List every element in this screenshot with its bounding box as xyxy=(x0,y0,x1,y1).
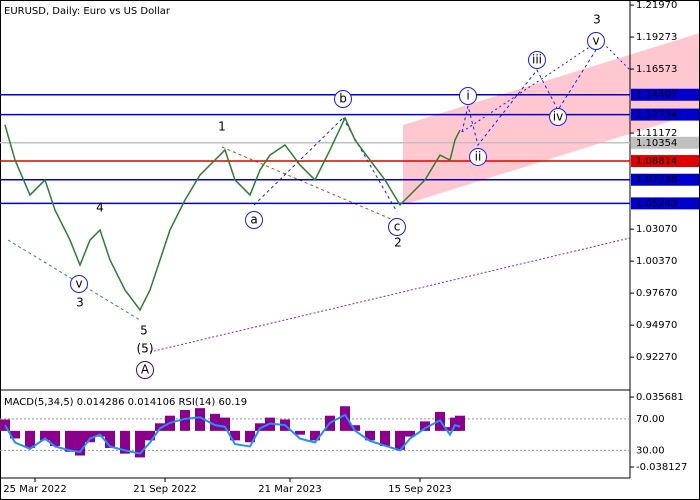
wave-label: 2 xyxy=(394,236,402,250)
macd-bar xyxy=(105,430,115,448)
y-tick-label: 1.03070 xyxy=(636,224,677,235)
macd-bar xyxy=(255,423,265,431)
x-tick-label: 15 Sep 2023 xyxy=(388,484,451,495)
wave-label: iii xyxy=(532,52,542,66)
wave-circle xyxy=(70,275,88,294)
wave-circle xyxy=(528,50,546,69)
y-tick-label: -0.038127 xyxy=(636,462,687,473)
wave-label: i xyxy=(466,89,469,103)
y2-tick-label: 70.00 xyxy=(636,414,665,425)
indicator-title: MACD(5,34,5) 0.014286 0.014106 RSI(14) 6… xyxy=(4,397,247,408)
macd-bar xyxy=(220,417,230,431)
wave-circle xyxy=(388,218,406,237)
y-tick-label: 0.035681 xyxy=(636,392,684,403)
wave-label: ii xyxy=(475,149,482,163)
wave-label: A xyxy=(141,362,150,376)
macd-bar xyxy=(120,430,130,454)
wave-label: v xyxy=(592,34,599,48)
y-tick-label: 1.16573 xyxy=(636,64,677,75)
macd-bar xyxy=(395,430,405,450)
wave-label: 3 xyxy=(76,295,84,309)
level-box xyxy=(631,88,699,101)
macd-bar xyxy=(155,423,165,431)
y-tick-label: 1.11172 xyxy=(636,128,677,139)
x-tick-label: 21 Sep 2022 xyxy=(133,484,196,495)
projection-line xyxy=(461,49,597,147)
macd-bar xyxy=(85,430,95,443)
rsi-line xyxy=(4,413,461,455)
level-label: 1.07238 xyxy=(636,175,677,186)
wave-label: c xyxy=(394,220,401,234)
wave-label: 1 xyxy=(218,119,226,133)
wave-label: 4 xyxy=(96,201,104,215)
macd-bar xyxy=(245,430,255,443)
macd-bar xyxy=(350,425,360,431)
macd-bar xyxy=(40,430,50,441)
macd-bar xyxy=(145,430,155,441)
level-label: 1.12734 xyxy=(636,110,677,121)
wave-label: b xyxy=(339,91,347,105)
y-tick-label: 0.97670 xyxy=(636,288,677,299)
macd-bar xyxy=(340,406,350,431)
y-tick-label: 0.92270 xyxy=(636,352,677,363)
chart-title: EURUSD, Daily: Euro vs US Dollar xyxy=(4,6,171,17)
macd-bar xyxy=(365,430,375,441)
wave-circle xyxy=(245,211,263,230)
macd-bar xyxy=(310,430,320,441)
y-tick-label: 1.19273 xyxy=(636,32,677,43)
price-line xyxy=(4,116,461,312)
wave-circle xyxy=(549,108,567,126)
macd-bar xyxy=(135,430,145,458)
macd-bar xyxy=(65,430,75,452)
level-label: 1.14407 xyxy=(636,90,677,101)
level-label: 1.08814 xyxy=(636,156,677,167)
macd-bar xyxy=(230,430,240,441)
wave-label: 5 xyxy=(140,323,148,337)
macd-bar xyxy=(295,430,305,435)
macd-bar xyxy=(380,430,390,447)
level-box xyxy=(631,197,699,210)
y-tick-label: 0.94970 xyxy=(636,320,677,331)
macd-bar xyxy=(420,421,430,431)
macd-bar xyxy=(405,430,415,437)
macd-bar xyxy=(180,410,190,431)
wave-circle xyxy=(469,147,487,166)
wave-line xyxy=(7,239,141,321)
level-box xyxy=(631,136,699,149)
macd-bar xyxy=(195,408,205,431)
x-tick-label: 25 Mar 2022 xyxy=(3,484,66,495)
macd-bar xyxy=(10,430,20,439)
level-box xyxy=(631,173,699,186)
level-label: 1.10354 xyxy=(636,138,677,149)
wave-line xyxy=(221,146,399,223)
wave-circle xyxy=(334,89,352,108)
wave-label: (5) xyxy=(137,341,154,355)
level-box xyxy=(631,155,699,168)
macd-bar xyxy=(25,430,35,448)
wave-circle xyxy=(587,32,605,51)
wave-circle xyxy=(136,360,154,379)
y-tick-label: 1.00370 xyxy=(636,256,677,267)
x-tick-label: 21 Mar 2023 xyxy=(258,484,321,495)
y2-tick-label: 30.00 xyxy=(636,445,665,456)
wave-label: a xyxy=(250,213,257,227)
y-tick-label: 1.21970 xyxy=(636,0,677,11)
macd-bar xyxy=(210,413,220,431)
level-box xyxy=(631,108,699,121)
wave-circle xyxy=(459,87,477,106)
macd-bar xyxy=(75,430,85,456)
macd-bar xyxy=(455,415,465,431)
wave-label: iv xyxy=(553,110,563,124)
wave-label: 3 xyxy=(593,13,601,27)
wave-label: v xyxy=(75,277,82,291)
macd-bar xyxy=(50,430,60,447)
level-label: 1.05243 xyxy=(636,198,677,209)
